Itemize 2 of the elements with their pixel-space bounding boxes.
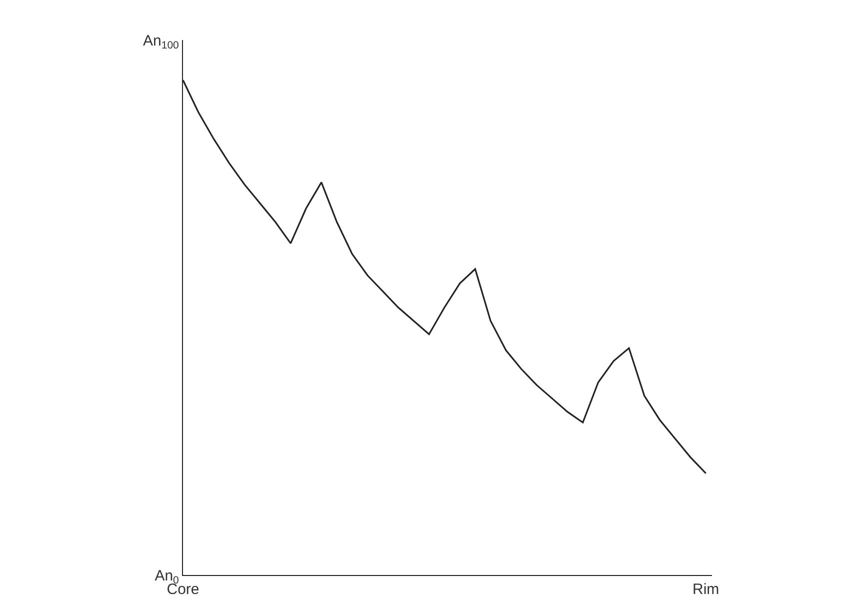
y-tick-label: An$_{100}$ (143, 32, 180, 52)
x-tick-label: Rim (692, 581, 720, 598)
